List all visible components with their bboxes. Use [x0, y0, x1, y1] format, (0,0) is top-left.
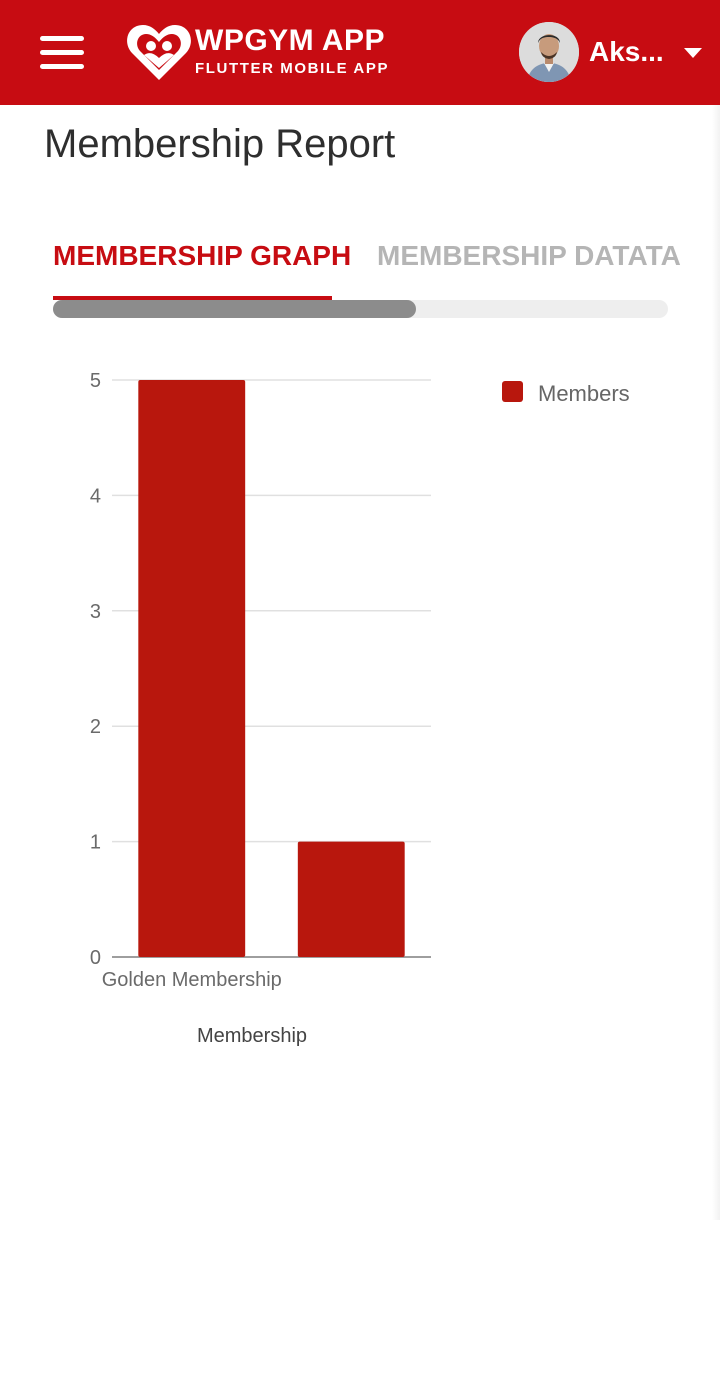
caret-down-icon[interactable]	[682, 46, 704, 60]
bar	[297, 841, 405, 957]
y-tick-label: 5	[90, 370, 101, 392]
avatar[interactable]	[519, 22, 579, 82]
app-subtitle: FLUTTER MOBILE APP	[195, 60, 390, 77]
app-header: WPGYM APP FLUTTER MOBILE APP Aks...	[0, 0, 720, 105]
x-tick-label: Golden Membership	[102, 969, 282, 991]
tab-scrollbar[interactable]	[53, 300, 668, 318]
tab-scrollbar-thumb[interactable]	[53, 300, 416, 318]
page-edge-shadow	[712, 105, 720, 1220]
y-tick-label: 4	[90, 485, 101, 507]
app-title: WPGYM APP	[195, 24, 386, 57]
hamburger-menu-icon[interactable]	[40, 36, 84, 70]
x-axis-title: Membership	[197, 1025, 307, 1047]
tab-membership-data[interactable]: MEMBERSHIP DATATA	[377, 240, 681, 271]
membership-bar-chart: 0 1 2 3 4 5 Golden Membership Membership Members	[90, 370, 630, 1047]
active-tab-indicator	[53, 296, 332, 300]
bar	[138, 380, 246, 957]
page-title: Membership Report	[44, 122, 396, 166]
tab-membership-graph[interactable]: MEMBERSHIP GRAPH	[53, 240, 352, 271]
y-tick-label: 1	[90, 832, 101, 854]
y-tick-label: 0	[90, 947, 101, 969]
y-tick-label: 2	[90, 716, 101, 738]
heart-people-logo-icon	[127, 25, 191, 80]
y-tick-label: 3	[90, 601, 101, 623]
avatar-portrait-icon	[519, 22, 579, 82]
legend-label: Members	[538, 381, 630, 406]
user-name[interactable]: Aks...	[589, 36, 664, 67]
legend-swatch	[502, 381, 523, 402]
